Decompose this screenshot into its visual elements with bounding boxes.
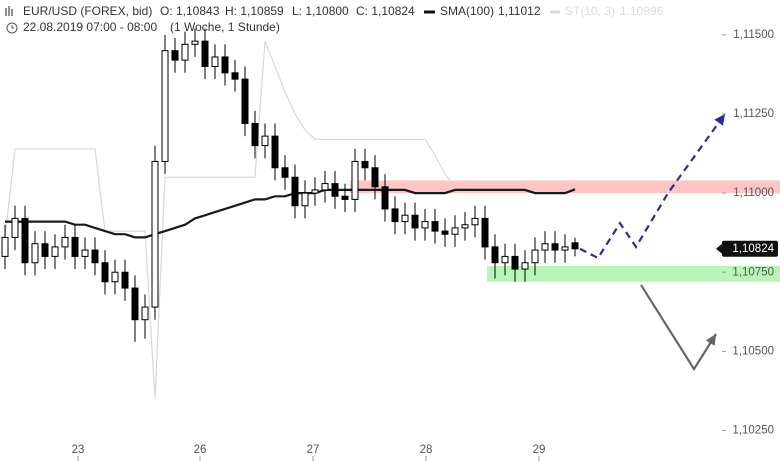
sma-label: SMA(100) <box>440 4 494 18</box>
candle-body <box>171 50 179 61</box>
y-tick-label: 1,11000 <box>733 187 774 199</box>
candle-body <box>131 287 139 321</box>
candle-body <box>81 249 89 257</box>
last-price-label: 1,10824 <box>732 243 774 255</box>
candle-body <box>351 160 359 200</box>
close: C: 1,10824 <box>356 4 415 18</box>
candle-body <box>371 167 379 188</box>
x-tick-label: 28 <box>420 444 433 456</box>
candle-body <box>1 236 9 257</box>
candle-body <box>501 255 509 264</box>
candle-body <box>421 221 429 229</box>
candle-body <box>381 186 389 210</box>
candle-body <box>481 217 489 248</box>
st-value: 1,10996 <box>620 4 664 18</box>
candle-body <box>41 243 49 257</box>
candle-body <box>571 242 579 250</box>
x-tick-label: 29 <box>533 444 546 456</box>
candle-body <box>441 230 449 235</box>
candle-body <box>431 221 439 232</box>
x-tick-label: 26 <box>194 444 207 456</box>
candle-body <box>411 214 419 229</box>
st-label: ST(10, 3) <box>565 4 615 18</box>
candle-body <box>311 189 319 194</box>
candle-body <box>361 160 369 169</box>
candles-layer <box>1 28 579 342</box>
candle-body <box>491 246 499 264</box>
low: L: 1,10800 <box>292 4 349 18</box>
last-price-badge <box>722 240 778 257</box>
candle-body <box>331 183 339 197</box>
candle-body <box>91 249 99 264</box>
candle-body <box>251 122 259 147</box>
symbol: EUR/USD (FOREX, bid) <box>23 4 152 18</box>
series-line <box>5 188 576 239</box>
x-tick-label: 23 <box>72 444 85 456</box>
last-price-pointer <box>716 243 722 254</box>
candle-body <box>151 160 159 308</box>
candle-body <box>31 243 39 264</box>
candle-body <box>121 271 129 289</box>
candle-body <box>141 306 149 321</box>
series-line <box>4 40 456 399</box>
projection <box>579 113 726 260</box>
candle-body <box>21 217 29 264</box>
candle-body <box>181 43 189 61</box>
projection-arrowhead <box>705 333 716 346</box>
clock-icon <box>6 22 18 34</box>
zone <box>487 265 780 282</box>
candle-body <box>391 208 399 223</box>
candle-body <box>531 249 539 264</box>
candle-body <box>271 135 279 169</box>
y-tick-label: 1,10500 <box>732 345 774 357</box>
candle-body <box>261 135 269 147</box>
candle-body <box>241 78 249 124</box>
candle-body <box>161 50 169 162</box>
candle-body <box>111 271 119 283</box>
candle-body <box>51 246 59 257</box>
candle-body <box>281 167 289 178</box>
candle-body <box>561 246 569 251</box>
projection <box>640 284 717 372</box>
clock-hands <box>11 25 14 29</box>
candle-body <box>291 176 299 207</box>
candle-body <box>471 217 479 226</box>
y-tick-label: 1,10750 <box>732 266 774 278</box>
candle-body <box>511 255 519 270</box>
period: 22.08.2019 07:00 - 08:00 <box>23 20 157 34</box>
y-tick-label: 1,11500 <box>733 29 774 41</box>
candle-body <box>321 183 329 191</box>
candle-body <box>461 224 469 229</box>
y-tick-label: 1,11250 <box>733 108 774 120</box>
x-tick-label: 27 <box>307 444 320 456</box>
lines-layer <box>4 40 726 399</box>
candle-body <box>341 195 349 200</box>
candle-body <box>521 262 529 270</box>
candle-body <box>71 236 79 257</box>
projection-arrowhead <box>714 113 725 126</box>
high: H: 1,10859 <box>225 4 284 18</box>
candle-body <box>211 56 219 67</box>
open: O: 1,10843 <box>160 4 220 18</box>
candle-body <box>301 192 309 207</box>
zone <box>350 180 780 194</box>
candle-body <box>221 56 229 74</box>
candle-body <box>11 217 19 238</box>
header: EUR/USD (FOREX, bid) O: 1,10843 H: 1,108… <box>5 4 664 34</box>
candle-body <box>551 243 559 251</box>
candle-body <box>231 72 239 80</box>
sma-value: 1,11012 <box>498 4 541 18</box>
axis-layer: 1,10250 1,10500 1,10750 1,11000 1,11250 1,115… <box>72 29 778 461</box>
candle-body <box>101 262 109 283</box>
candle-body <box>451 227 459 235</box>
bars-icon <box>5 6 13 16</box>
candle-body <box>401 214 409 223</box>
y-tick-label: 1,10250 <box>732 425 774 437</box>
range: (1 Woche, 1 Stunde) <box>170 20 280 34</box>
candle-body <box>541 243 549 251</box>
candle-body <box>191 40 199 45</box>
candle-body <box>201 40 209 67</box>
candle-body <box>61 236 69 248</box>
